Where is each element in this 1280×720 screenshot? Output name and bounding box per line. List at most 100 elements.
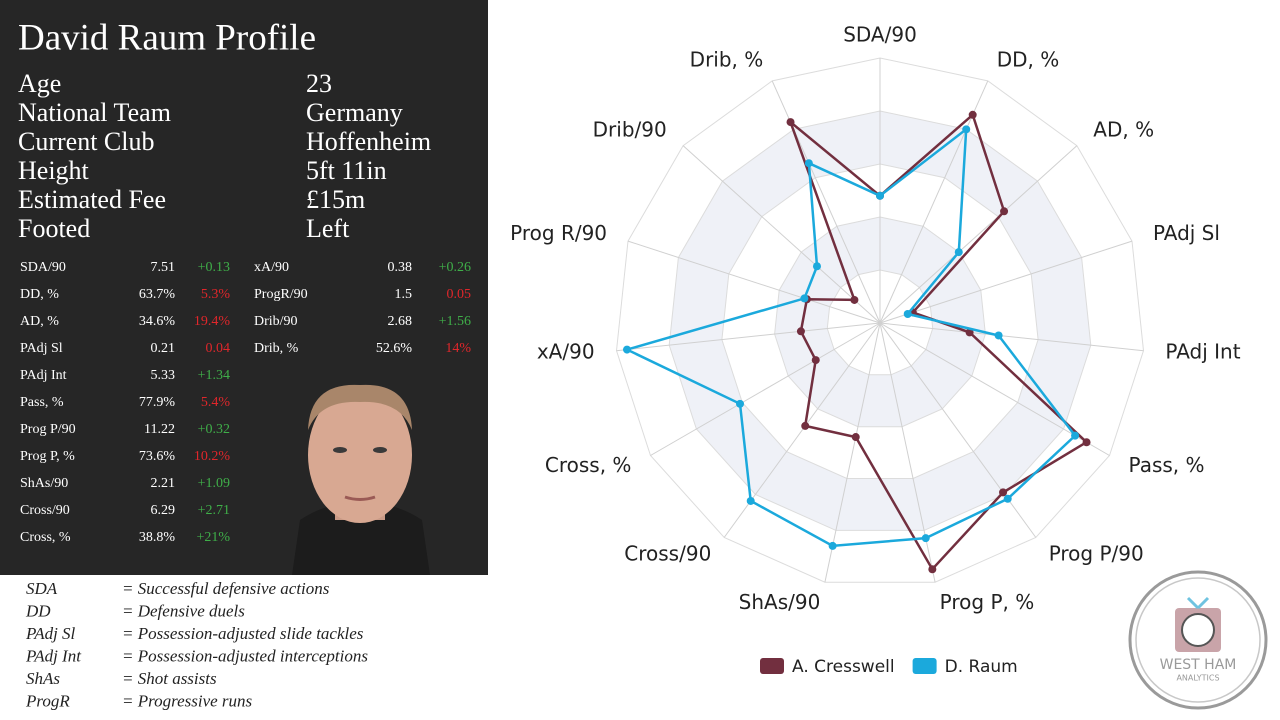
stat-diff: 0.05 <box>447 287 472 302</box>
axis-label: ShAs/90 <box>739 590 821 614</box>
stat-label: PAdj Int <box>20 368 67 383</box>
logo: WEST HAM ANALYTICS <box>1128 570 1268 710</box>
face <box>308 387 412 523</box>
series-point <box>999 488 1008 497</box>
legend-label: A. Cresswell <box>792 657 895 677</box>
axis-label: PAdj Int <box>1165 339 1240 363</box>
series-point <box>850 295 859 304</box>
series-point <box>903 309 912 318</box>
stat-diff: +1.09 <box>198 476 230 491</box>
series-point <box>876 191 884 200</box>
logo-ring <box>1135 577 1261 703</box>
stat-label: xA/90 <box>254 260 289 275</box>
profile-value: Hoffenheim <box>306 127 431 156</box>
spoke <box>682 145 881 324</box>
series-point <box>736 399 745 408</box>
stat-diff: 19.4% <box>194 314 231 329</box>
profile-label: Estimated Fee <box>18 185 166 214</box>
profile-value: £15m <box>306 185 365 214</box>
glossary-abbr: PAdj Int <box>25 646 82 665</box>
profile-label: Current Club <box>18 127 155 156</box>
series-point <box>968 110 977 119</box>
profile-label: Age <box>18 69 61 98</box>
series-point <box>811 356 820 365</box>
stat-value: 11.22 <box>144 422 175 437</box>
logo-antenna <box>1196 596 1210 610</box>
glossary-abbr: ShAs <box>26 669 60 688</box>
profile-value: 5ft 11in <box>306 156 387 185</box>
stat-value: 6.29 <box>151 503 176 518</box>
stat-diff: +0.26 <box>439 260 471 275</box>
profile-value: Left <box>306 214 350 243</box>
logo-antenna <box>1186 596 1200 610</box>
series-point <box>801 421 810 430</box>
series-point <box>928 565 937 574</box>
logo-tagline: ANALYTICS <box>1176 674 1219 683</box>
axis-label: AD, % <box>1093 117 1154 141</box>
glossary-definition: = Defensive duels <box>122 601 245 620</box>
axis-label: Drib, % <box>690 47 764 71</box>
series-point <box>1000 207 1009 216</box>
stat-label: ShAs/90 <box>20 476 68 491</box>
stat-label: ProgR/90 <box>254 287 308 302</box>
profile-panel <box>0 0 488 575</box>
series-point <box>786 118 795 127</box>
glossary-abbr: ProgR <box>25 691 70 710</box>
series-point <box>962 125 971 134</box>
glossary-abbr: PAdj Sl <box>25 624 76 643</box>
axis-label: Prog P, % <box>940 590 1035 614</box>
axis-label: Drib/90 <box>593 117 667 141</box>
axis-label: PAdj Sl <box>1153 221 1220 245</box>
axis-label: Prog R/90 <box>510 221 607 245</box>
series-line <box>787 112 1089 572</box>
stat-label: DD, % <box>20 287 59 302</box>
stat-value: 34.6% <box>139 314 176 329</box>
axis-label: Cross, % <box>545 453 632 477</box>
stat-diff: 14% <box>445 341 471 356</box>
series-point <box>994 331 1003 340</box>
spoke <box>650 322 881 456</box>
glossary-definition: = Progressive runs <box>122 691 253 710</box>
legend-label: D. Raum <box>945 657 1018 677</box>
stat-value: 0.21 <box>151 341 176 356</box>
hair <box>308 384 412 430</box>
stat-label: PAdj Sl <box>20 341 63 356</box>
series-point <box>851 433 860 442</box>
glossary-definition: = Possession-adjusted interceptions <box>122 646 368 665</box>
spoke <box>627 240 881 324</box>
stat-label: Prog P, % <box>20 449 75 464</box>
series-point <box>1003 494 1012 503</box>
series-point <box>812 262 821 271</box>
series-point <box>954 248 963 257</box>
series-point <box>1071 431 1080 440</box>
stat-diff: 0.04 <box>206 341 231 356</box>
stat-value: 1.5 <box>395 287 413 302</box>
spoke <box>879 240 1133 324</box>
axis-label: Prog P/90 <box>1049 542 1144 566</box>
profile-label: Footed <box>18 214 90 243</box>
stat-value: 63.7% <box>139 287 176 302</box>
stat-label: Pass, % <box>20 395 64 410</box>
axis-label: SDA/90 <box>843 23 917 47</box>
stat-label: Drib/90 <box>254 314 298 329</box>
series-point <box>622 345 631 354</box>
stat-label: SDA/90 <box>20 260 66 275</box>
stat-diff: +1.56 <box>439 314 471 329</box>
stat-value: 2.21 <box>151 476 176 491</box>
stat-value: 38.8% <box>139 530 176 545</box>
stat-value: 5.33 <box>151 368 176 383</box>
stat-diff: +2.71 <box>198 503 230 518</box>
stat-diff: +0.13 <box>198 260 230 275</box>
series-point <box>921 534 930 543</box>
stat-diff: 5.3% <box>201 287 231 302</box>
spoke <box>616 322 881 352</box>
spoke <box>879 322 1110 456</box>
stat-diff: +21% <box>196 530 230 545</box>
glossary-definition: = Possession-adjusted slide tackles <box>122 624 364 643</box>
glossary-abbr: DD <box>25 601 51 620</box>
profile-value: Germany <box>306 98 403 127</box>
series-point <box>746 496 755 505</box>
spoke <box>879 145 1078 324</box>
stat-value: 52.6% <box>376 341 413 356</box>
